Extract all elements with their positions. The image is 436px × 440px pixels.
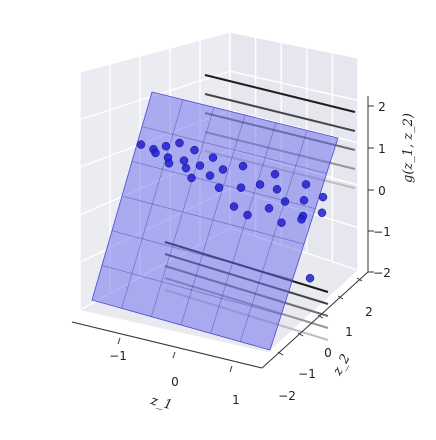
data-point [270,169,280,179]
y-tick-mark [317,314,324,319]
data-point [317,208,327,218]
stripe-upper [204,93,356,132]
data-point [229,202,239,211]
data-point [218,165,228,174]
plane-grid-line [150,107,215,317]
z-tick-label: −2 [373,266,391,280]
x-ticks: −1 0 1 [109,337,240,407]
x-tick-label: 0 [171,375,179,389]
y-tick-mark [277,351,284,356]
y-ticks: −2−1 012 [277,277,373,403]
axes [71,96,369,369]
data-point [243,210,252,220]
data-point [297,215,306,224]
data-point [179,156,189,165]
plane-grid-line [111,230,293,280]
data-point [305,273,315,283]
y-tick-mark [356,277,363,282]
z-tick-label: 2 [378,100,386,114]
plane-grid-line [239,130,308,342]
data-point [205,171,215,180]
y-tick-mark [337,295,344,300]
data-point [318,192,328,202]
data-point [181,163,191,173]
data-point [161,141,171,151]
data-point [190,145,199,155]
plane-grid-line [101,264,282,316]
z-tick-label: −1 [373,225,391,239]
data-point [238,161,248,171]
data-point [175,138,184,148]
y-tick-label: −1 [298,367,316,381]
x-tick-label: −1 [109,349,127,363]
grid-line [229,31,359,59]
data-point [195,161,205,170]
z-axis-label: g(z_1, z_2) [401,113,416,183]
data-point [277,218,286,227]
data-points [136,138,328,283]
plane-grid-line [121,195,305,245]
plane-grid-line [121,99,184,309]
y-axis-line [261,271,369,369]
z-tick-label: 0 [378,184,386,198]
data-point [164,159,174,168]
x-tick-mark [229,365,233,373]
stripe-upper [204,74,356,113]
data-point [214,183,224,192]
y-tick-label: 1 [345,325,353,339]
data-point [272,185,282,194]
y-tick-label: 0 [324,346,332,360]
x-axis-line [71,321,263,369]
data-point [236,183,246,192]
x-tick-label: 1 [232,393,240,407]
y-tick-mark [297,332,304,337]
data-point [151,148,160,158]
plane-grid-line [210,122,277,334]
y-axis-label: z_2 [330,352,354,379]
data-point [187,173,196,183]
y-tick-label: −2 [278,389,296,403]
data-point [301,180,311,189]
grid-line [79,31,231,73]
data-point [208,153,218,162]
data-point [255,180,265,189]
x-tick-mark [117,337,121,345]
data-point [299,196,309,205]
data-point [264,204,274,213]
z-tick-label: 1 [378,142,386,156]
x-tick-mark [172,351,176,359]
z-ticks: −2 −1 0 1 2 [368,100,391,280]
plane-grid-line [180,114,246,326]
plane-grid-line [141,126,327,174]
data-point [280,197,290,206]
y-tick-label: 2 [365,305,373,319]
x-axis-label: z_1 [148,393,174,413]
grid-line [229,70,359,102]
data-point [136,140,146,149]
